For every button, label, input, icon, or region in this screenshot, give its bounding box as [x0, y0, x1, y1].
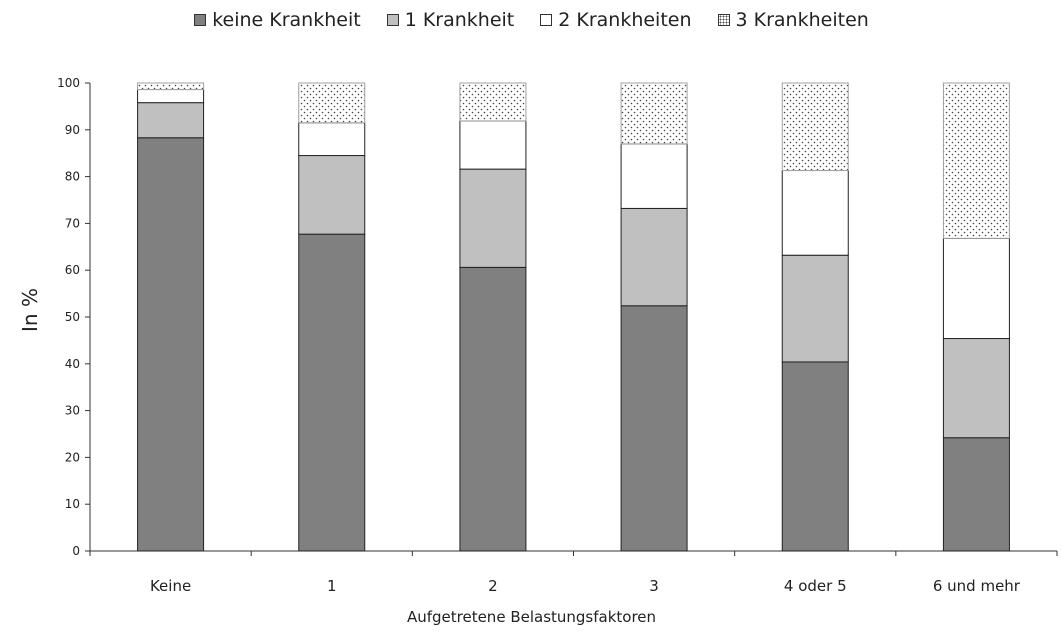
y-tick-label: 40: [65, 357, 80, 371]
bar-segment-3-krankheiten: [137, 82, 205, 91]
legend-item-keine-krankheit: keine Krankheit: [194, 9, 361, 31]
y-tick-label: 60: [65, 263, 80, 277]
bar-segment-1-krankheit: [620, 207, 688, 307]
bar-segment-3-krankheiten: [298, 82, 366, 124]
bar-segment-2-krankheiten: [459, 120, 527, 170]
legend: keine Krankheit 1 Krankheit 2 Krankheite…: [0, 9, 1063, 31]
bar-segment-keine-krankheit: [137, 137, 205, 552]
legend-item-1-krankheit: 1 Krankheit: [386, 9, 515, 31]
x-tick-label: 4 oder 5: [784, 577, 847, 595]
bar-segment-3-krankheiten: [620, 82, 688, 145]
legend-label: keine Krankheit: [212, 9, 361, 31]
legend-swatch-dotted: [717, 14, 730, 26]
bar-segment-keine-krankheit: [942, 437, 1010, 552]
x-tick-label: 6 und mehr: [933, 577, 1021, 595]
y-tick-label: 50: [65, 310, 80, 324]
y-tick-label: 70: [65, 216, 80, 230]
y-tick-label: 10: [65, 497, 80, 511]
bar-segment-2-krankheiten: [781, 170, 849, 256]
y-tick-label: 0: [72, 544, 80, 558]
y-tick-label: 90: [65, 123, 80, 137]
bar-segment-keine-krankheit: [620, 305, 688, 552]
bar-segment-3-krankheiten: [459, 82, 527, 122]
bar-segment-1-krankheit: [942, 338, 1010, 439]
bar-segment-2-krankheiten: [620, 143, 688, 209]
bar-segment-2-krankheiten: [137, 89, 205, 104]
bar-segment-1-krankheit: [781, 254, 849, 363]
legend-swatch-light-gray: [386, 14, 399, 26]
y-tick-label: 30: [65, 404, 80, 418]
y-tick-label: 100: [57, 76, 80, 90]
bar-segment-keine-krankheit: [298, 233, 366, 552]
bar-segment-keine-krankheit: [459, 266, 527, 552]
bar-segment-1-krankheit: [298, 155, 366, 235]
legend-item-3-krankheiten: 3 Krankheiten: [717, 9, 869, 31]
x-tick-label: Keine: [150, 577, 191, 595]
legend-label: 3 Krankheiten: [735, 9, 869, 31]
bar-segment-3-krankheiten: [781, 82, 849, 172]
legend-label: 2 Krankheiten: [558, 9, 692, 31]
x-axis-title: Aufgetretene Belastungsfaktoren: [406, 608, 657, 626]
y-tick-label: 80: [65, 170, 80, 184]
legend-item-2-krankheiten: 2 Krankheiten: [540, 9, 692, 31]
y-tick-label: 20: [65, 450, 80, 464]
bar-segment-keine-krankheit: [781, 361, 849, 552]
bar-segment-2-krankheiten: [942, 237, 1010, 340]
x-tick-label: 3: [649, 577, 659, 595]
x-tick-label: 2: [488, 577, 498, 595]
bar-segment-3-krankheiten: [942, 82, 1010, 239]
bar-segment-2-krankheiten: [298, 122, 366, 157]
x-tick-label: 1: [327, 577, 337, 595]
bar-segment-1-krankheit: [459, 168, 527, 268]
legend-label: 1 Krankheit: [404, 9, 515, 31]
legend-swatch-dark-gray: [194, 14, 207, 26]
legend-swatch-white: [540, 14, 553, 26]
bar-segment-1-krankheit: [137, 102, 205, 139]
